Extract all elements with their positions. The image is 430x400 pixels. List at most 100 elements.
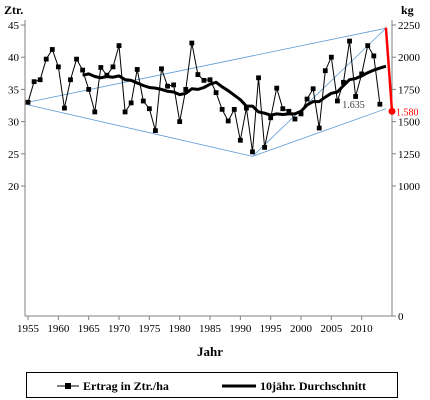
left-axis-title: Ztr. [4,3,23,17]
yield-series-line [300,41,381,129]
yield-point [62,105,67,111]
legend-label-ertrag: Ertrag in Ztr./ha [83,378,169,393]
annotation-label: 1.635 [342,100,365,111]
x-tick-label: 2000 [290,323,313,335]
legend: Ertrag in Ztr./ha 10jähr. Durchschnitt [26,372,398,398]
yield-point [244,105,249,111]
yield-point [31,79,37,85]
yield-point [92,109,98,115]
yield-point [128,100,134,106]
yield-point [250,149,255,155]
yield-point [25,99,31,105]
yield-point [347,38,352,44]
yield-point [146,106,152,112]
yield-point [268,115,274,121]
yield-point [377,101,383,107]
right-tick-label: 1500 [398,117,421,129]
yield-point [74,56,79,62]
yield-point [171,82,177,88]
left-tick-label: 25 [8,149,20,161]
forecast-label: 1.580 [396,107,419,118]
right-tick-label: 0 [398,311,404,323]
square-marker-line-icon [57,383,79,389]
yield-point [219,106,225,112]
x-tick-label: 1985 [199,323,222,335]
yield-point [328,54,334,60]
x-tick-label: 2010 [351,323,374,335]
yield-point [153,128,158,134]
yield-point [298,111,304,117]
yield-point [310,86,316,92]
yield-point [177,119,183,124]
thick-line-icon [222,384,256,388]
left-tick-label: 20 [8,181,20,193]
left-tick-label: 40 [8,52,20,64]
average-series-line [82,64,387,117]
yield-point [110,64,116,70]
yield-point [304,96,310,102]
yield-point [49,47,55,52]
yield-point [86,87,92,92]
yield-point [292,116,298,122]
trend-line [252,108,387,157]
yield-point [359,71,365,77]
yield-point [286,108,292,114]
yield-point [165,83,170,89]
yield-point [341,79,346,85]
series: 1.580 1.635 [25,27,419,155]
yield-point [98,65,104,70]
yield-point [68,77,73,83]
yield-point [122,109,128,115]
yield-point [231,106,237,112]
trend-line [27,104,253,157]
yield-point [335,98,340,104]
yield-point [353,94,359,99]
x-tick-label: 1980 [169,323,192,335]
yield-point [55,64,61,70]
right-axis-title: kg [401,3,414,17]
x-tick-label: 1970 [108,323,131,335]
yield-point [189,40,195,46]
forecast-line [384,27,394,112]
right-tick-label: 1750 [398,84,421,96]
yield-point [213,90,219,96]
yield-point [322,68,328,74]
x-tick-label: 1955 [17,323,40,335]
left-tick-label: 45 [8,20,20,32]
yield-point [262,144,268,150]
legend-item-ertrag: Ertrag in Ztr./ha [57,377,169,395]
x-axis-title: Jahr [197,344,223,359]
right-tick-label: 2000 [398,52,421,64]
yield-point [43,56,49,62]
yield-point [207,77,213,83]
right-tick-label: 2250 [398,20,421,32]
right-tick-label: 1250 [398,149,421,161]
yield-point [237,137,243,143]
legend-label-durchschnitt: 10jähr. Durchschnitt [260,378,367,393]
yield-point [195,72,201,77]
yield-point [183,87,189,92]
right-tick-label: 1000 [398,181,421,193]
axes: 20 25 30 35 40 45 0 1000 1250 1500 1750 2000 2250 195… [8,20,421,335]
yield-point [37,77,43,83]
yield-point [201,77,207,83]
forecast-point [388,107,396,115]
yield-point [316,125,322,131]
yield-point [80,67,86,73]
x-tick-label: 1965 [78,323,101,335]
yield-point [116,43,122,49]
yield-point [159,66,164,72]
yield-point [280,106,286,112]
x-tick-label: 1990 [229,323,252,335]
x-tick-label: 1995 [260,323,283,335]
yield-point [134,67,140,72]
yield-point [140,98,146,104]
x-tick-label: 1960 [47,323,70,335]
x-tick-label: 2005 [320,323,343,335]
yield-point [256,75,261,81]
yield-point [371,53,377,59]
trend-line [252,27,387,157]
yield-point [365,43,371,49]
yield-point [274,85,280,91]
